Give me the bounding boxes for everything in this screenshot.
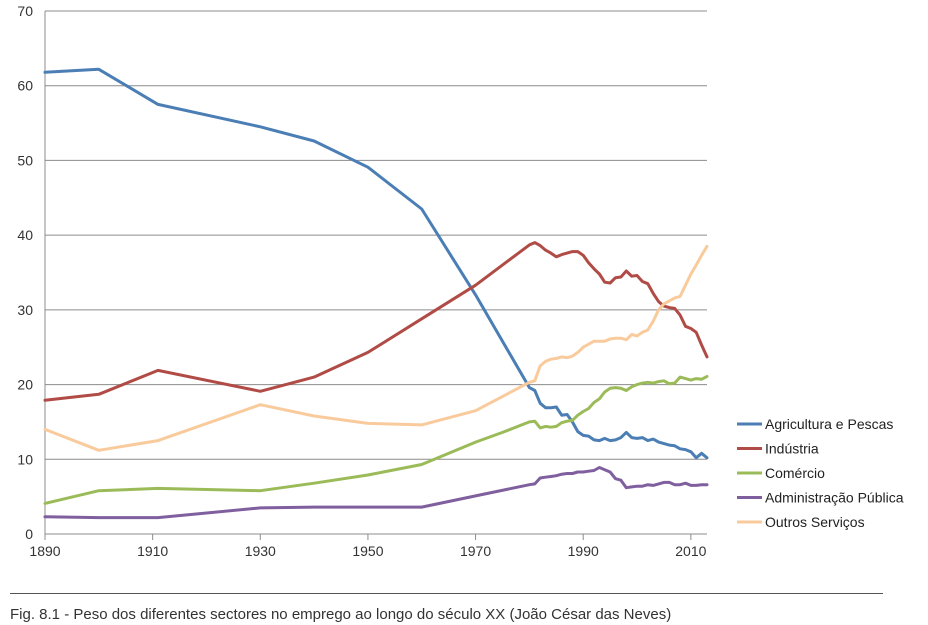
y-tick-label: 70	[17, 3, 33, 19]
y-tick-label: 10	[17, 451, 33, 467]
series-line-0	[43, 67, 709, 460]
x-tick-label: 1990	[568, 543, 599, 559]
x-tick-label: 1930	[245, 543, 276, 559]
legend: Agricultura e Pescas Indústria Comércio Adm…	[737, 416, 904, 530]
x-tick-label: 1950	[352, 543, 383, 559]
legend-label-3: Administração Pública	[765, 490, 904, 506]
caption-divider	[10, 593, 883, 594]
legend-label-4: Outros Serviços	[765, 514, 865, 530]
legend-label-2: Comércio	[765, 465, 825, 481]
legend-label-1: Indústria	[765, 441, 819, 457]
series-line-3	[43, 466, 709, 520]
x-tick-label: 1890	[29, 543, 60, 559]
y-tick-label: 0	[25, 526, 33, 542]
figure-caption: Fig. 8.1 - Peso dos diferentes sectores …	[10, 606, 672, 623]
series-line-1	[43, 241, 709, 402]
y-tick-label: 40	[17, 227, 33, 243]
legend-label-0: Agricultura e Pescas	[765, 416, 893, 432]
y-tick-label: 60	[17, 78, 33, 94]
y-tick-label: 50	[17, 152, 33, 168]
series-line-2	[43, 374, 709, 505]
x-tick-label: 2010	[675, 543, 706, 559]
gridlines	[45, 10, 707, 460]
y-tick-label: 30	[17, 302, 33, 318]
series-lines	[43, 67, 709, 520]
x-tick-label: 1910	[137, 543, 168, 559]
x-tick-label: 1970	[460, 543, 491, 559]
y-tick-label: 20	[17, 377, 33, 393]
series-line-4	[43, 244, 709, 452]
axes: 0 10 20 30 40 50 60 70 1890 1910 1930 1950 1970 1990 2…	[17, 3, 707, 559]
